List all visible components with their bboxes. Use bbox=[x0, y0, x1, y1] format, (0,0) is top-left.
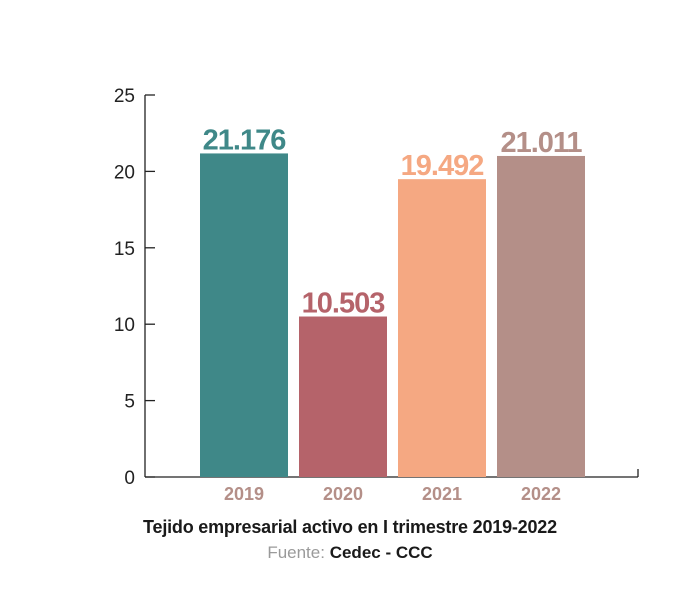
y-tick-label: 10 bbox=[114, 315, 135, 336]
bar bbox=[299, 316, 387, 477]
y-tick-label: 15 bbox=[114, 239, 135, 260]
chart-source: Fuente: Cedec - CCC bbox=[0, 543, 700, 563]
y-tick-label: 0 bbox=[124, 468, 135, 489]
bar-value-label: 21.176 bbox=[203, 124, 287, 156]
bar-value-label: 10.503 bbox=[302, 288, 386, 320]
source-label: Fuente: bbox=[267, 543, 325, 562]
bar bbox=[497, 155, 585, 478]
x-category-label: 2019 bbox=[224, 484, 264, 504]
bar bbox=[200, 153, 288, 477]
bar-value-label: 19.492 bbox=[401, 150, 484, 182]
y-tick-label: 5 bbox=[124, 392, 135, 413]
x-category-label: 2021 bbox=[422, 484, 462, 504]
x-category-label: 2020 bbox=[323, 484, 363, 504]
bar bbox=[398, 179, 486, 478]
y-tick-label: 20 bbox=[114, 162, 135, 183]
bar-value-label: 21.011 bbox=[500, 127, 582, 159]
y-tick-label: 25 bbox=[114, 86, 135, 107]
source-value: Cedec - CCC bbox=[329, 543, 433, 562]
x-category-label: 2022 bbox=[521, 484, 561, 504]
chart-title: Tejido empresarial activo en I trimestre… bbox=[143, 517, 557, 537]
